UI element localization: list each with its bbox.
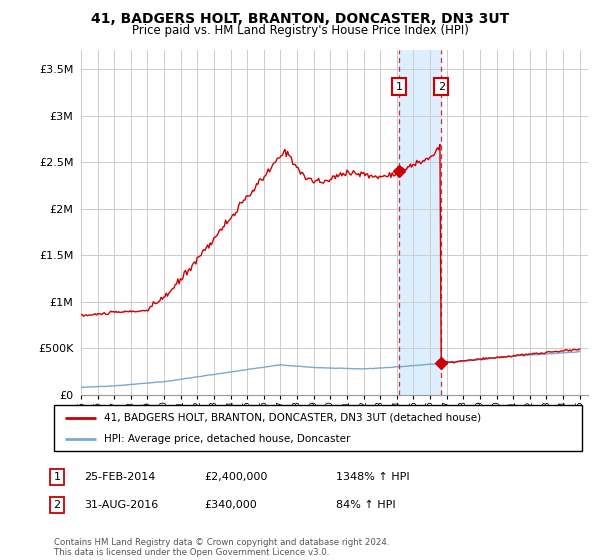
Text: 1348% ↑ HPI: 1348% ↑ HPI [336,472,410,482]
FancyBboxPatch shape [54,405,582,451]
Text: 2: 2 [53,500,61,510]
Text: 84% ↑ HPI: 84% ↑ HPI [336,500,395,510]
Text: 41, BADGERS HOLT, BRANTON, DONCASTER, DN3 3UT: 41, BADGERS HOLT, BRANTON, DONCASTER, DN… [91,12,509,26]
Text: 41, BADGERS HOLT, BRANTON, DONCASTER, DN3 3UT (detached house): 41, BADGERS HOLT, BRANTON, DONCASTER, DN… [104,413,481,423]
Text: Price paid vs. HM Land Registry's House Price Index (HPI): Price paid vs. HM Land Registry's House … [131,24,469,36]
Text: 31-AUG-2016: 31-AUG-2016 [84,500,158,510]
Text: 25-FEB-2014: 25-FEB-2014 [84,472,155,482]
Text: 1: 1 [396,82,403,92]
Text: 1: 1 [53,472,61,482]
Text: £340,000: £340,000 [204,500,257,510]
Bar [400,50,441,395]
Text: 2: 2 [437,82,445,92]
Text: £2,400,000: £2,400,000 [204,472,268,482]
Text: Contains HM Land Registry data © Crown copyright and database right 2024.
This d: Contains HM Land Registry data © Crown c… [54,538,389,557]
Text: HPI: Average price, detached house, Doncaster: HPI: Average price, detached house, Donc… [104,435,350,444]
